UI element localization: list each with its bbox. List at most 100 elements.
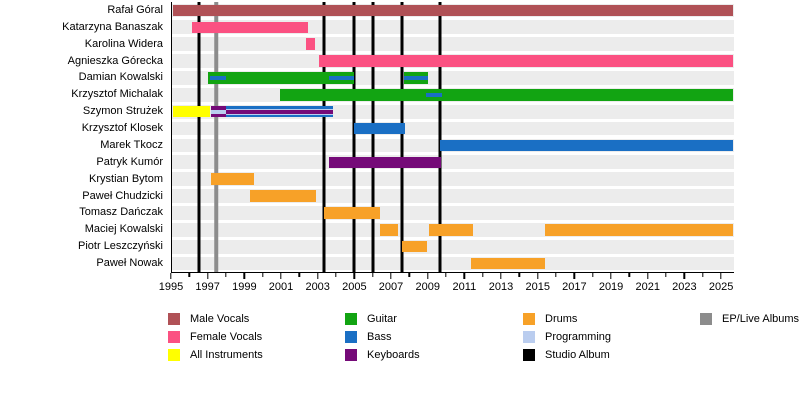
- timeline-bar-guitar-bass: [209, 72, 226, 84]
- major-tick: [280, 273, 282, 279]
- x-axis-year-label: 2005: [342, 281, 367, 293]
- role-stripe-guitar: [280, 89, 426, 101]
- member-name: Maciej Kowalski: [84, 223, 163, 236]
- x-axis-year-label: 1997: [195, 281, 220, 293]
- role-stripe-drums: [402, 240, 427, 253]
- role-stripe-guitar: [404, 79, 428, 84]
- x-axis-year-label: 2001: [268, 281, 294, 293]
- role-stripe-bass: [225, 114, 333, 118]
- timeline-bar-guitar-bass: [328, 72, 355, 84]
- x-axis-year-label: 2019: [598, 281, 624, 293]
- minor-tick: [445, 273, 447, 277]
- timeline-bar-drums: [470, 257, 545, 270]
- timeline-bar-drums: [380, 224, 398, 236]
- timeline-bar-guitar: [225, 72, 329, 84]
- minor-tick: [225, 273, 227, 277]
- legend-swatch-keyboards: [345, 349, 357, 361]
- member-name: Agnieszka Górecka: [67, 54, 163, 67]
- major-tick: [353, 273, 356, 279]
- row-band: [172, 239, 734, 254]
- major-tick: [573, 273, 576, 279]
- x-axis-year-label: 2011: [452, 281, 477, 293]
- minor-tick: [628, 273, 631, 277]
- minor-tick: [665, 273, 667, 277]
- role-stripe-male_vocals: [173, 4, 734, 17]
- x-axis-year-label: 2009: [415, 281, 440, 293]
- timeline-bar-female_vocals: [192, 21, 308, 34]
- x-axis-year-label: 2007: [378, 281, 404, 293]
- x-axis-year-label: 2023: [672, 281, 697, 293]
- role-stripe-programming: [225, 113, 333, 115]
- role-stripe-drums: [210, 173, 254, 185]
- major-tick: [427, 273, 429, 279]
- role-stripe-bass: [328, 76, 355, 80]
- role-stripe-female_vocals: [305, 38, 316, 50]
- member-name-labels: Rafał Góral Katarzyna Banaszak Karolina Wi…: [0, 2, 166, 272]
- x-axis-year-label: 1995: [158, 281, 184, 293]
- minor-tick: [371, 273, 374, 277]
- member-name: Krzysztof Michalak: [71, 88, 163, 101]
- row-band: [172, 155, 734, 170]
- role-stripe-guitar: [425, 96, 442, 101]
- role-stripe-keyboards: [210, 113, 226, 118]
- legend-label: Drums: [545, 313, 578, 325]
- role-stripe-female_vocals: [318, 55, 734, 67]
- major-tick: [316, 273, 319, 279]
- minor-tick: [298, 273, 301, 277]
- legend-swatch-all_instruments: [168, 349, 180, 361]
- row-band: [172, 20, 734, 35]
- role-stripe-guitar: [225, 72, 329, 84]
- timeline-bar-guitar: [280, 89, 426, 101]
- x-axis-year-label: 2003: [305, 281, 330, 293]
- timeline-bar-male_vocals: [173, 4, 734, 17]
- timeline-bar-bass-programming-keyboards: [225, 105, 333, 118]
- member-name: Piotr Leszczyński: [78, 240, 163, 253]
- legend-swatch-ep_live: [700, 313, 712, 325]
- legend-swatch-programming: [523, 331, 535, 343]
- chart-legend: Male Vocals Female Vocals All Instruments G…: [0, 306, 800, 420]
- minor-tick: [261, 273, 264, 277]
- member-name: Szymon Strużek: [82, 105, 163, 118]
- role-stripe-drums: [380, 224, 398, 236]
- role-stripe-guitar: [425, 89, 442, 93]
- timeline-bar-guitar: [441, 89, 734, 101]
- timeline-bar-drums: [428, 224, 473, 236]
- member-name: Paweł Chudzicki: [82, 189, 163, 202]
- major-tick: [463, 273, 466, 279]
- role-stripe-guitar: [404, 72, 428, 77]
- role-stripe-drums: [470, 257, 545, 270]
- role-stripe-guitar: [209, 72, 226, 77]
- role-stripe-guitar: [328, 72, 355, 77]
- role-stripe-bass: [440, 139, 734, 152]
- role-stripe-bass: [404, 76, 428, 80]
- x-axis-year-label: 2013: [488, 281, 514, 293]
- row-band: [172, 121, 734, 136]
- timeline-bar-drums: [250, 190, 316, 202]
- studio-album-line: [197, 2, 201, 272]
- member-name: Karolina Widera: [84, 37, 163, 50]
- member-name: Katarzyna Banaszak: [62, 20, 163, 33]
- legend-swatch-male_vocals: [168, 313, 180, 325]
- major-tick: [647, 273, 649, 279]
- member-name: Krystian Bytom: [89, 172, 163, 185]
- minor-tick: [335, 273, 337, 277]
- row-band: [172, 37, 734, 52]
- timeline-bar-keyboards: [329, 156, 441, 169]
- minor-tick: [408, 273, 411, 277]
- timeline-bar-drums: [545, 224, 734, 236]
- timeline-bar-bass: [353, 122, 406, 135]
- major-tick: [720, 273, 722, 279]
- timeline-bar-female_vocals: [318, 55, 734, 67]
- legend-swatch-guitar: [345, 313, 357, 325]
- role-stripe-guitar: [328, 79, 355, 84]
- role-stripe-keyboards: [329, 156, 441, 169]
- role-stripe-keyboards: [225, 109, 333, 114]
- minor-tick: [188, 273, 191, 277]
- row-band: [172, 256, 734, 271]
- major-tick: [683, 273, 686, 279]
- x-axis-year-label: 1999: [232, 281, 257, 293]
- studio-album-line: [438, 2, 442, 272]
- row-band: [172, 206, 734, 220]
- timeline-bar-all_instruments: [173, 105, 210, 118]
- timeline-bar-female_vocals: [305, 38, 316, 50]
